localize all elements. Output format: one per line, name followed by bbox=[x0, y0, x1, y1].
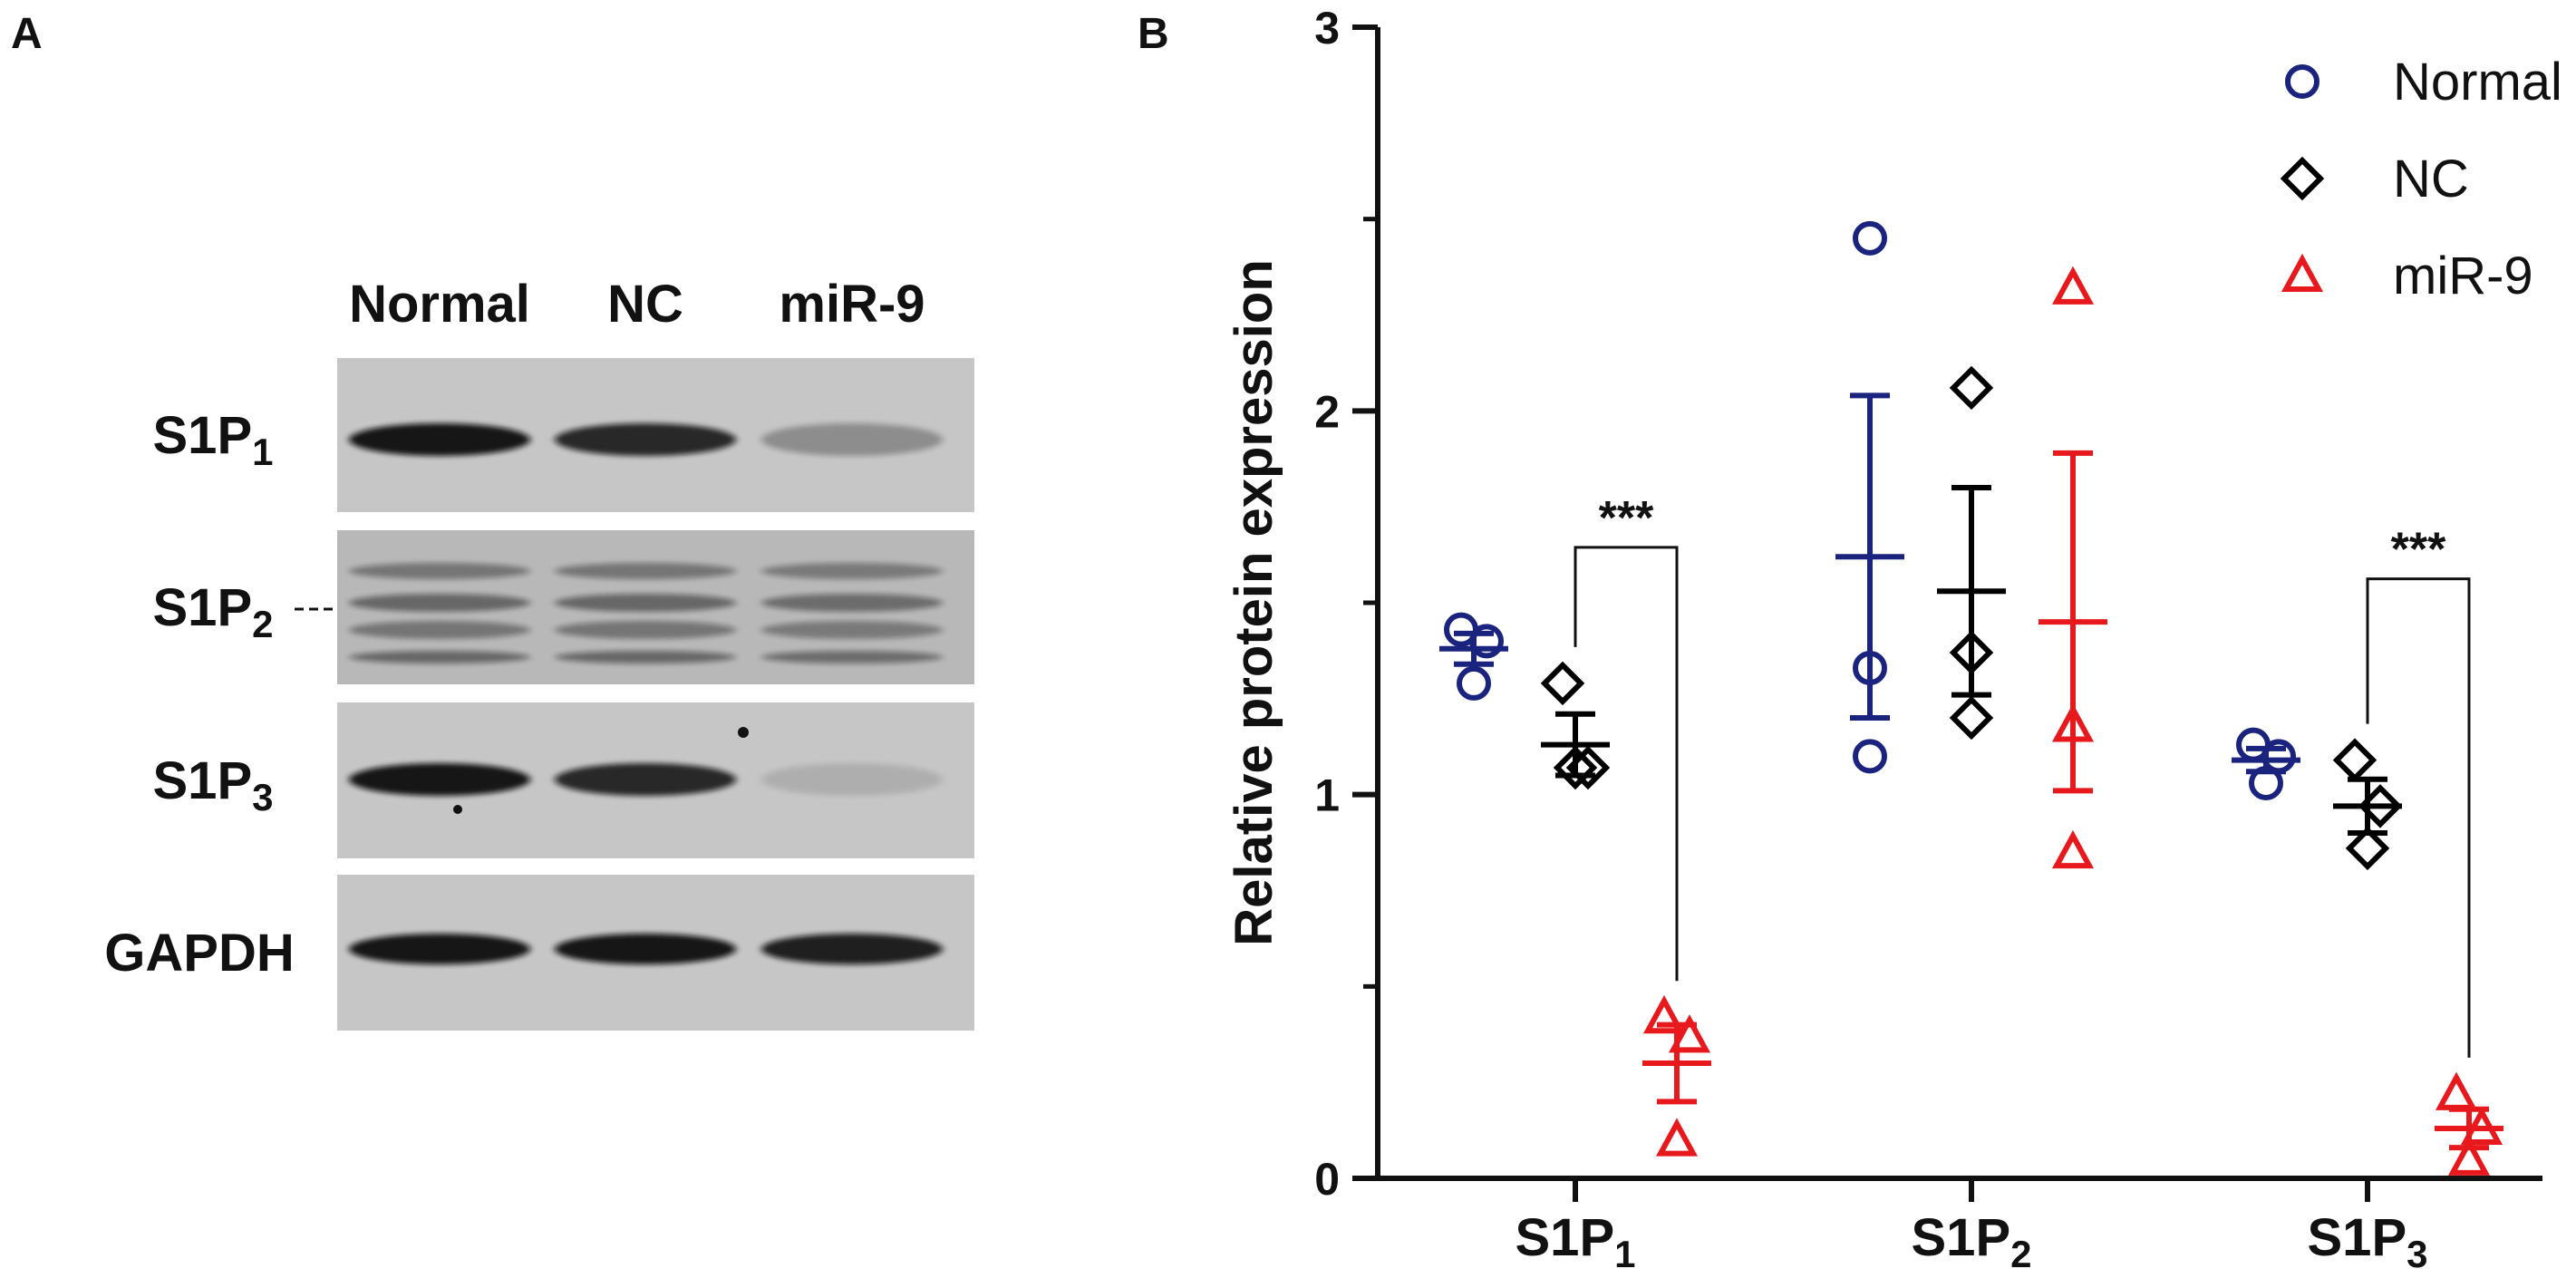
y-tick-label: 2 bbox=[1314, 386, 1340, 437]
x-tick-label-2-sub: 2 bbox=[2010, 1233, 2031, 1275]
lane-label-normal: Normal bbox=[349, 275, 530, 334]
blot-band bbox=[761, 621, 943, 639]
blot-band bbox=[349, 563, 530, 579]
x-tick-label-3-sub: 3 bbox=[2407, 1233, 2427, 1275]
series-normal bbox=[1439, 220, 2300, 800]
x-tick-label-1-main: S1P bbox=[1516, 1208, 1615, 1267]
data-point bbox=[1655, 1118, 1699, 1157]
blot-band bbox=[349, 934, 530, 964]
legend-item-nc: NC bbox=[2280, 150, 2469, 208]
blot-band bbox=[761, 763, 943, 796]
data-point bbox=[2345, 826, 2390, 871]
blot-band bbox=[555, 651, 736, 663]
blot-band bbox=[555, 934, 736, 964]
blot-row-label-1-sub: 1 bbox=[252, 431, 273, 473]
data-point bbox=[1853, 739, 1887, 774]
blot-row-label-1: S1P1 bbox=[153, 406, 274, 473]
blot-speck bbox=[453, 805, 462, 814]
lane-label-nc: NC bbox=[607, 275, 683, 334]
blot-band bbox=[349, 763, 530, 796]
blot-row-label-2-sub: 2 bbox=[252, 603, 273, 645]
significance-bracket-2: *** bbox=[2366, 524, 2471, 1058]
significance-label: *** bbox=[2391, 524, 2446, 576]
bracket-line bbox=[2366, 577, 2471, 1058]
blot-row-label-1-main: S1P bbox=[153, 406, 253, 465]
legend-item-mir9: miR-9 bbox=[2281, 247, 2533, 305]
blot-row-2 bbox=[337, 530, 974, 684]
blot-band bbox=[761, 934, 943, 964]
blot-band bbox=[761, 651, 943, 663]
significance-label: *** bbox=[1599, 492, 1654, 545]
blot-row-label-3: S1P3 bbox=[153, 751, 274, 818]
blot-band bbox=[555, 594, 736, 612]
data-point bbox=[1853, 220, 1887, 256]
x-tick-label-1-sub: 1 bbox=[1614, 1233, 1635, 1275]
legend-label: Normal bbox=[2393, 53, 2562, 111]
blot-row-label-4-main: GAPDH bbox=[104, 924, 294, 983]
legend-label: NC bbox=[2393, 150, 2469, 208]
x-tick-label-3-main: S1P bbox=[2308, 1208, 2407, 1267]
blot-band bbox=[349, 621, 530, 639]
data-point bbox=[2447, 1137, 2491, 1176]
blot-row-3 bbox=[337, 702, 974, 858]
blot-row-4 bbox=[337, 875, 974, 1031]
western-blot-panel: A Normal NC miR-9 S1P1 S1P2 S1P3 GAPDH bbox=[0, 0, 1124, 1288]
blot-band bbox=[761, 423, 943, 456]
bracket-line bbox=[1574, 546, 1679, 982]
blot-speck bbox=[738, 727, 749, 738]
panel-a-label: A bbox=[11, 10, 43, 58]
y-axis-label: Relative protein expression bbox=[1225, 259, 1283, 945]
blot-row-label-2: S1P2 bbox=[153, 578, 274, 645]
blot-band bbox=[555, 563, 736, 579]
y-tick-label: 3 bbox=[1314, 3, 1340, 53]
series-mir9 bbox=[1642, 266, 2503, 1176]
data-point bbox=[2051, 829, 2095, 869]
blot-band bbox=[349, 423, 530, 456]
blot-row-1 bbox=[337, 358, 974, 512]
x-tick-label-1: S1P1 bbox=[1516, 1208, 1636, 1275]
blot-band bbox=[349, 651, 530, 663]
blot-row-label-4: GAPDH bbox=[104, 924, 294, 983]
data-point bbox=[1540, 661, 1585, 706]
blot-row-label-3-main: S1P bbox=[153, 751, 253, 810]
blot-band bbox=[761, 563, 943, 579]
data-point bbox=[2051, 266, 2095, 305]
data-point bbox=[1668, 1014, 1711, 1053]
y-tick-label: 0 bbox=[1314, 1154, 1340, 1205]
panel-b-label: B bbox=[1138, 10, 1169, 58]
lane-label-mir9: miR-9 bbox=[779, 275, 925, 334]
legend-marker bbox=[2285, 64, 2319, 99]
data-point bbox=[1457, 665, 1491, 701]
data-point bbox=[1949, 695, 1994, 741]
legend-marker bbox=[2280, 156, 2325, 201]
legend-marker bbox=[2281, 253, 2324, 292]
blot-band bbox=[555, 621, 736, 639]
blot-band bbox=[555, 423, 736, 456]
x-tick-label-2: S1P2 bbox=[1912, 1208, 2032, 1275]
blot-band bbox=[555, 763, 736, 796]
blot-row-label-2-main: S1P bbox=[153, 578, 253, 637]
protein-expression-chart-panel: B 0 1 2 3 Relative protein expression S1P1 S1P… bbox=[1124, 0, 2576, 1288]
blot-band bbox=[349, 594, 530, 612]
blot-row-label-3-sub: 3 bbox=[252, 776, 273, 818]
legend-item-normal: Normal bbox=[2285, 53, 2562, 111]
data-point bbox=[1949, 365, 1994, 411]
x-tick-label-3: S1P3 bbox=[2308, 1208, 2428, 1275]
legend-label: miR-9 bbox=[2393, 247, 2533, 305]
data-point bbox=[2332, 738, 2377, 782]
y-tick-label: 1 bbox=[1314, 770, 1340, 821]
series-nc bbox=[1540, 365, 2403, 871]
data-point bbox=[1553, 745, 1598, 790]
significance-bracket-1: *** bbox=[1574, 492, 1679, 982]
x-tick-label-2-main: S1P bbox=[1912, 1208, 2011, 1267]
legend: Normal NC miR-9 bbox=[2280, 53, 2562, 305]
data-point bbox=[2435, 1071, 2478, 1110]
data-point bbox=[1642, 994, 1686, 1034]
blot-band bbox=[761, 594, 943, 612]
